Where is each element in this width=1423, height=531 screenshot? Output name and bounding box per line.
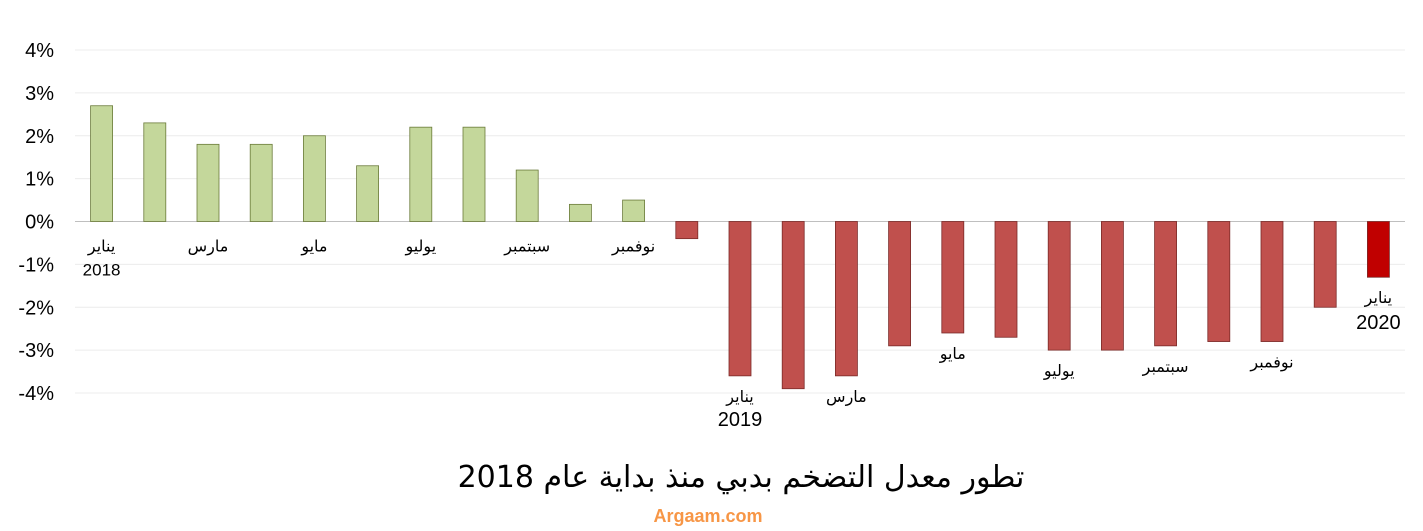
category-label: يناير — [1364, 288, 1392, 308]
bar — [1207, 221, 1231, 342]
category-label: سبتمبر — [503, 237, 550, 257]
y-tick-label: -4% — [18, 383, 54, 405]
category-label: مايو — [939, 344, 966, 364]
bar — [1047, 221, 1071, 351]
bar — [356, 165, 380, 222]
category-year-label: 2020 — [1356, 312, 1401, 334]
category-label: سبتمبر — [1142, 357, 1189, 377]
source-credit: Argaam.com — [653, 506, 762, 526]
y-tick-label: -2% — [18, 297, 54, 319]
y-axis-tick-labels: 4% 3% 2% 1% 0% -1% -2% -3% -4% — [18, 40, 54, 405]
bar — [515, 169, 539, 222]
bar — [835, 221, 858, 377]
y-tick-label: 2% — [25, 126, 54, 148]
category-label: نوفمبر — [611, 237, 655, 257]
bar — [90, 105, 113, 222]
bar — [569, 203, 592, 222]
bar — [941, 221, 965, 334]
category-label: نوفمبر — [1249, 353, 1293, 373]
category-label: مارس — [826, 387, 867, 407]
y-tick-label: 4% — [25, 40, 54, 62]
y-tick-label: 1% — [25, 169, 54, 191]
bar — [462, 126, 486, 222]
category-label: يناير — [725, 387, 753, 407]
category-label: يناير — [87, 237, 115, 257]
y-tick-label: -1% — [18, 254, 54, 276]
chart-title: تطور معدل التضخم بدبي منذ بداية عام 2018 — [458, 460, 1025, 495]
category-year-label: 2018 — [83, 261, 121, 280]
bar — [1154, 221, 1177, 347]
bar — [143, 122, 167, 222]
bar — [1260, 221, 1284, 342]
bar — [196, 143, 220, 222]
category-label: مارس — [188, 237, 229, 257]
category-label: يوليو — [404, 237, 436, 257]
bar — [728, 221, 752, 377]
bar — [675, 221, 699, 240]
category-label: يوليو — [1043, 361, 1075, 381]
bar — [249, 143, 273, 222]
y-tick-label: -3% — [18, 340, 54, 362]
bar — [1101, 221, 1124, 351]
bar — [888, 221, 911, 347]
bar — [1313, 221, 1337, 308]
y-tick-label: 0% — [25, 212, 54, 234]
bar — [302, 135, 326, 222]
bars — [90, 105, 1390, 390]
y-tick-label: 3% — [25, 83, 54, 105]
bar — [994, 221, 1018, 338]
category-year-label: 2019 — [718, 409, 763, 431]
bar — [622, 199, 645, 222]
category-label: مايو — [300, 237, 327, 257]
bar — [781, 221, 805, 390]
bar — [1367, 221, 1390, 278]
bar — [409, 126, 433, 222]
